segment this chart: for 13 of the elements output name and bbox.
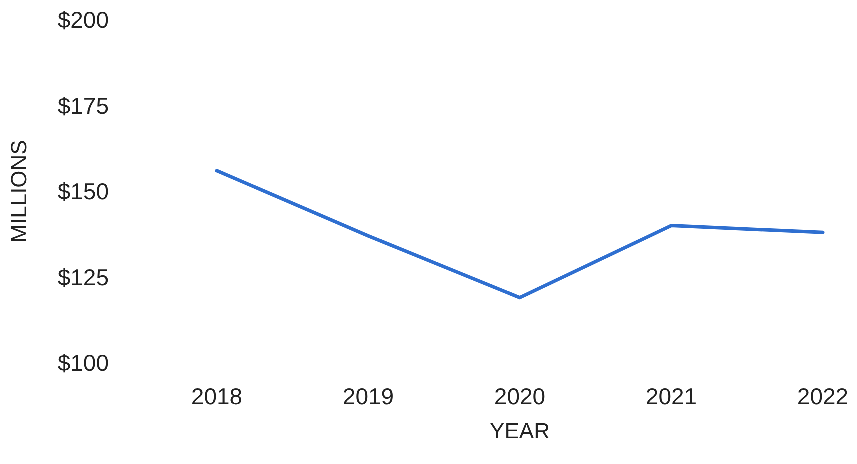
y-tick-label: $175 xyxy=(58,92,109,119)
y-tick-label: $125 xyxy=(58,264,109,290)
x-axis-title: YEAR xyxy=(490,418,550,444)
y-axis-title: MILLIONS xyxy=(6,140,32,243)
x-tick-label: 2018 xyxy=(191,384,243,410)
line-series xyxy=(215,169,825,300)
x-tick-label: 2020 xyxy=(494,384,546,410)
x-tick-label: 2021 xyxy=(646,384,698,410)
y-tick-label: $200 xyxy=(58,7,109,33)
x-tick-label: 2022 xyxy=(797,384,849,410)
x-tick-label: 2019 xyxy=(342,384,394,410)
y-tick-label: $150 xyxy=(58,178,109,204)
y-tick-label: $100 xyxy=(58,350,109,376)
